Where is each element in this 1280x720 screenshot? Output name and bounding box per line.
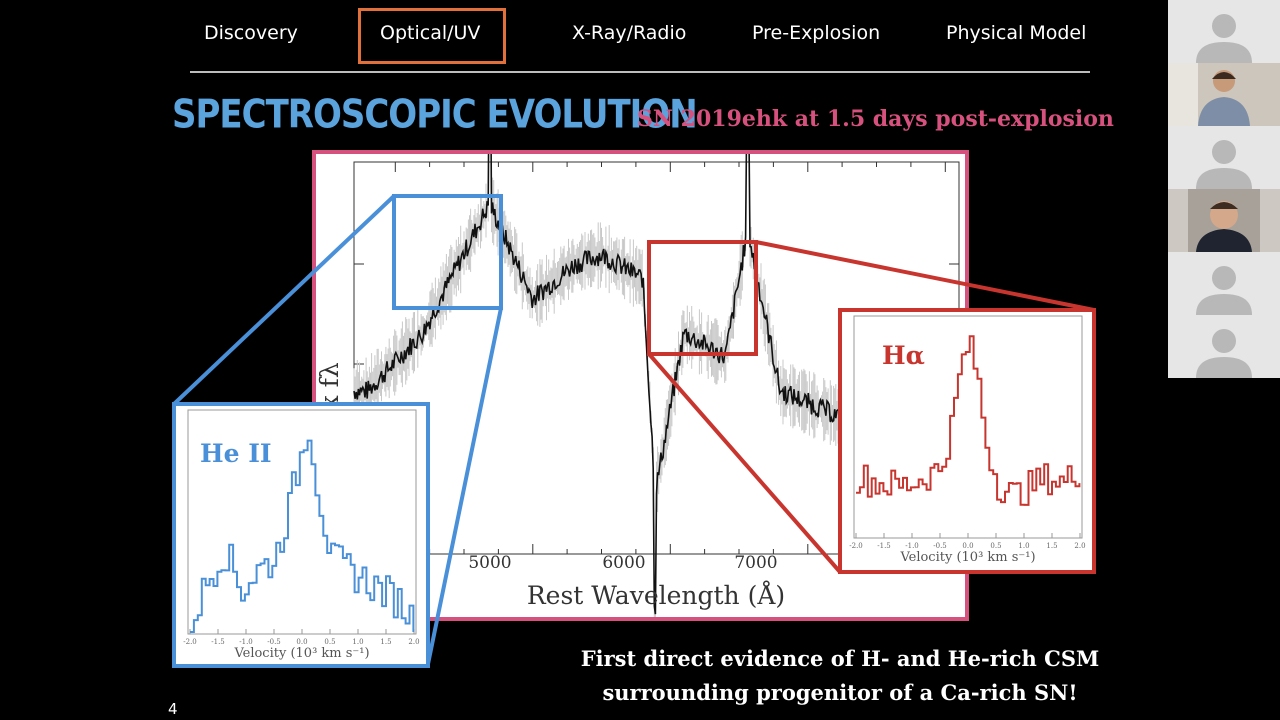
heii-connector: [172, 194, 396, 406]
heii-zoom-box: [392, 194, 503, 310]
caption-line-2: surrounding progenitor of a Ca-rich SN!: [602, 680, 1078, 705]
x-axis-label: Rest Wavelength (Å): [527, 580, 785, 610]
inset-tick-label: 0.5: [324, 638, 335, 646]
presentation-slide: Discovery Optical/UV X-Ray/Radio Pre-Exp…: [168, 8, 1120, 718]
nav-tab-pre-explosion[interactable]: Pre-Explosion: [752, 22, 881, 44]
nav-tab-optical-uv[interactable]: Optical/UV: [380, 22, 481, 44]
slide-subtitle: SN 2019ehk at 1.5 days post-explosion: [637, 106, 1114, 132]
slide-caption: First direct evidence of H- and He-rich …: [560, 642, 1120, 710]
zoom-connectors: [172, 194, 1095, 665]
nav-divider: [190, 71, 1090, 73]
inset-tick-label: -2.0: [183, 638, 197, 646]
inset-tick-label: -1.5: [211, 638, 225, 646]
participant-video-tile[interactable]: [1168, 189, 1280, 252]
slide-title: SPECTROSCOPIC EVOLUTION: [172, 92, 698, 138]
participant-tile[interactable]: [1168, 315, 1280, 378]
inset-tick-label: 1.5: [1046, 542, 1057, 550]
heii-xlabel: Velocity (10³ km s⁻¹): [233, 646, 369, 661]
nav-tab-xray-radio[interactable]: X-Ray/Radio: [572, 22, 687, 44]
participant-video-tile[interactable]: [1168, 63, 1280, 126]
caption-line-1: First direct evidence of H- and He-rich …: [580, 646, 1100, 671]
inset-tick-label: 2.0: [1074, 542, 1085, 550]
halpha-connector: [647, 352, 842, 574]
halpha-zoom-box: [647, 240, 758, 356]
inset-tick-label: -0.5: [267, 638, 281, 646]
nav-tab-physical-model[interactable]: Physical Model: [946, 22, 1087, 44]
inset-tick-label: 1.5: [380, 638, 391, 646]
inset-tick-label: -1.5: [877, 542, 891, 550]
inset-tick-label: 0.5: [990, 542, 1001, 550]
x-tick-label: 5000: [468, 553, 511, 573]
avatar-placeholder-icon: [1196, 329, 1252, 378]
inset-tick-label: 1.0: [1018, 542, 1029, 550]
x-tick-label: 7000: [734, 553, 777, 573]
halpha-xlabel: Velocity (10³ km s⁻¹): [899, 550, 1035, 565]
halpha-profile-line: [856, 335, 1081, 506]
participant-video-icon: [1168, 189, 1280, 252]
avatar-placeholder-icon: [1196, 266, 1252, 315]
participant-tile[interactable]: [1168, 252, 1280, 315]
x-tick-label: 6000: [602, 553, 645, 573]
avatar-placeholder-icon: [1196, 140, 1252, 189]
nav-tab-discovery[interactable]: Discovery: [204, 22, 298, 44]
heii-inset-chart: He II -2.0 -1.5 -1.0 -0.5 0.0 0.5 1.0 1.5 2.0 Ve…: [172, 402, 430, 668]
inset-tick-label: -2.0: [849, 542, 863, 550]
participants-sidebar: [1168, 0, 1280, 720]
inset-tick-label: -0.5: [933, 542, 947, 550]
heii-label: He II: [200, 439, 272, 468]
inset-tick-label: -1.0: [905, 542, 919, 550]
inset-tick-label: 1.0: [352, 638, 363, 646]
participant-tile[interactable]: [1168, 126, 1280, 189]
heii-connector: [426, 307, 503, 665]
heii-profile-line: [190, 439, 415, 633]
nav-active-indicator: [358, 8, 506, 64]
halpha-inset-chart: Hα -2.0 -1.5 -1.0 -0.5 0.0 0.5 1.0 1.5 2.0 Veloc…: [838, 308, 1096, 574]
avatar-placeholder-icon: [1196, 14, 1252, 63]
participant-video-icon: [1168, 63, 1280, 126]
inset-tick-label: 0.0: [962, 542, 973, 550]
inset-tick-label: 2.0: [408, 638, 419, 646]
inset-tick-label: 0.0: [296, 638, 307, 646]
halpha-label: Hα: [882, 341, 925, 370]
slide-page-number: 4: [168, 700, 178, 718]
halpha-connector: [755, 240, 1095, 312]
inset-tick-label: -1.0: [239, 638, 253, 646]
participant-tile[interactable]: [1168, 0, 1280, 63]
